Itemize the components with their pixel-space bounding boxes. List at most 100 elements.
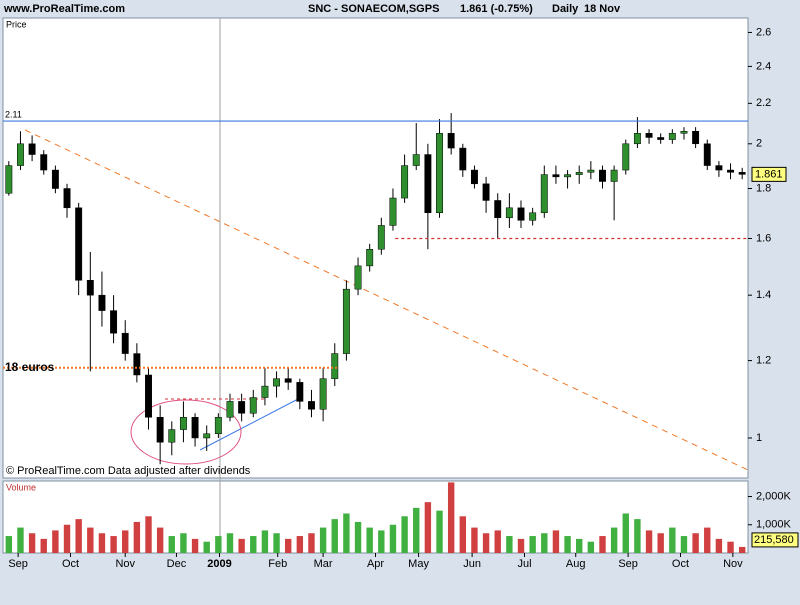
volume-bar (87, 527, 94, 553)
date: 18 Nov (584, 3, 621, 15)
volume-bar (471, 527, 478, 553)
candle-body (389, 197, 397, 226)
candle-body (191, 417, 199, 439)
volume-bar (669, 527, 676, 553)
volume-bar (378, 530, 385, 553)
candle-body (319, 378, 327, 410)
candle-body (727, 169, 734, 173)
y-tick-label: 2.2 (756, 97, 771, 109)
candle-body (377, 225, 385, 250)
volume-bar (715, 538, 723, 553)
volume-bar (622, 513, 629, 553)
volume-bar (40, 538, 47, 553)
period: Daily (552, 3, 579, 15)
candle-body (459, 147, 467, 171)
volume-bar (692, 533, 699, 553)
candle-body (331, 353, 339, 379)
y-tick-label: 2.6 (756, 26, 771, 38)
x-tick-label: Jul (517, 558, 531, 570)
candle-body (75, 207, 83, 281)
x-tick-label: Oct (672, 558, 689, 570)
y-tick-label: 2,000K (756, 490, 792, 502)
candle-body (98, 294, 106, 311)
volume-bar (704, 527, 711, 553)
volume-bar (343, 513, 350, 553)
volume-bar (122, 530, 129, 553)
volume-bar (238, 538, 245, 553)
site: www.ProRealTime.com (3, 3, 125, 15)
volume-bar (52, 530, 59, 553)
candle-body (575, 172, 583, 175)
candle-body (296, 382, 304, 402)
candle-body (261, 385, 269, 398)
candle-body (692, 130, 700, 145)
candle-body (436, 133, 443, 214)
volume-bar (389, 524, 397, 553)
candle-body (28, 143, 36, 155)
candle-body (494, 200, 502, 219)
volume-bar (413, 507, 420, 553)
candle-body (86, 280, 94, 296)
candle-body (610, 169, 618, 182)
candle-body (145, 374, 152, 418)
candle-body (703, 143, 711, 166)
volume-bar (63, 524, 71, 553)
volume-bar (75, 519, 82, 553)
candle-body (179, 417, 187, 430)
candle-body (401, 165, 409, 199)
level-label: 18 euros (5, 360, 55, 374)
volume-bar (98, 533, 106, 553)
volume-bar (738, 546, 746, 553)
candle-body (203, 433, 211, 439)
volume-bar (587, 541, 595, 553)
candle-body (40, 154, 48, 171)
volume-bar (610, 527, 618, 553)
candle-body (668, 133, 676, 140)
volume-bar (645, 530, 653, 553)
x-tick-label: May (408, 558, 429, 570)
candle-body (505, 207, 513, 219)
candle-body (529, 212, 537, 221)
candle-body (715, 165, 723, 171)
volume-bar (110, 536, 117, 553)
candle-body (633, 133, 641, 145)
candle-body (249, 397, 257, 414)
panel-label: Price (6, 19, 27, 29)
candle-body (599, 169, 606, 182)
x-tick-label: Nov (723, 558, 743, 570)
x-tick-label: Oct (62, 558, 79, 570)
candle-body (342, 288, 350, 354)
volume-bar (284, 538, 292, 553)
quote: 1.861 (-0.75%) (460, 3, 533, 15)
candle-body (412, 154, 420, 166)
last-volume-label: 215,580 (754, 534, 794, 546)
x-tick-label: Sep (8, 558, 28, 570)
title: SNC - SONAECOM,SGPS (308, 3, 439, 15)
volume-bar (506, 536, 513, 553)
candle-body (680, 130, 688, 134)
note: © ProRealTime.com Data adjusted after di… (6, 465, 251, 477)
volume-bar (168, 536, 175, 553)
candle-body (657, 137, 665, 140)
x-tick-label: Feb (268, 558, 287, 570)
volume-bar (203, 541, 210, 553)
volume-bar (215, 536, 222, 553)
candle-body (447, 133, 455, 149)
x-tick-label: Jun (463, 558, 481, 570)
last-price-label: 1.861 (755, 168, 783, 180)
x-tick-label: Apr (367, 558, 384, 570)
volume-bar (541, 533, 548, 553)
volume-bar (564, 536, 571, 553)
candle-body (564, 174, 572, 178)
candle-body (622, 143, 630, 171)
volume-bar (308, 533, 315, 553)
pattern-ellipse (130, 399, 242, 465)
volume-bar (319, 527, 327, 553)
candle-body (308, 401, 315, 410)
volume-bar (180, 533, 187, 553)
volume-bar (296, 536, 304, 553)
volume-bar (517, 538, 525, 553)
y-tick-label: 1.2 (756, 355, 771, 367)
